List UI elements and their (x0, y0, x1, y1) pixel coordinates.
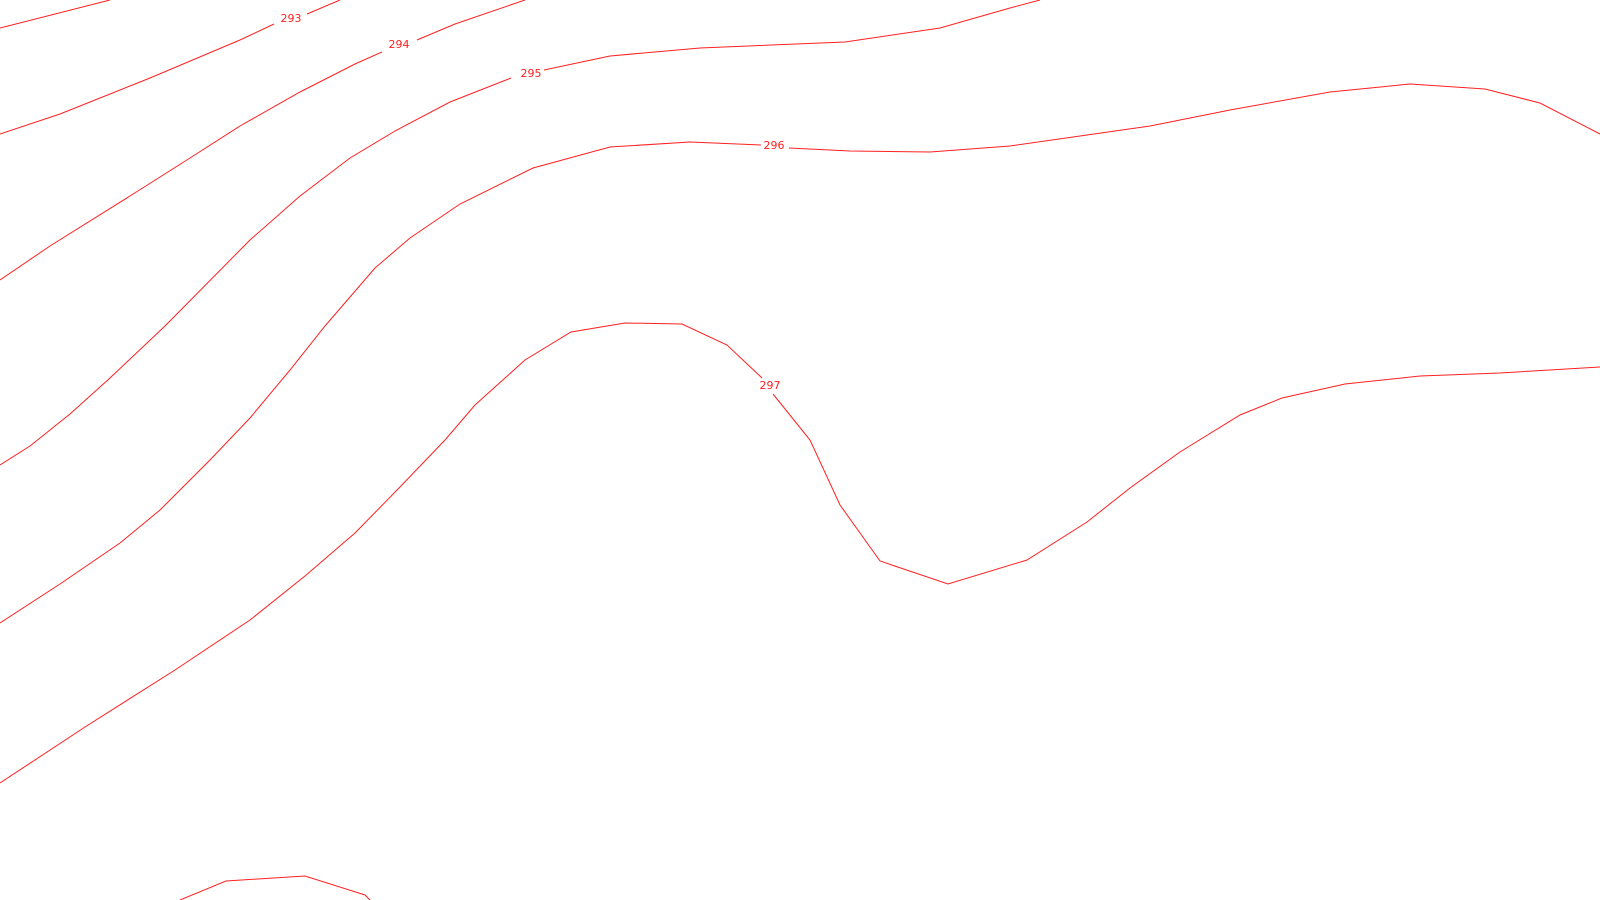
contour-line-295 (0, 0, 1041, 466)
contour-label-293: 293 (281, 12, 302, 25)
contour-line-bottom-fragment (179, 875, 371, 900)
contour-line-296 (0, 83, 1600, 624)
contour-line-297 (0, 322, 1600, 784)
contour-296: 296 (0, 83, 1600, 624)
contour-297: 297 (0, 322, 1600, 784)
contour-label-295: 295 (521, 67, 542, 80)
contour-fragment-bottom (179, 875, 371, 900)
contour-label-294: 294 (389, 38, 410, 51)
contour-line-293-segment (0, 0, 341, 135)
contour-295: 295 (0, 0, 1041, 466)
contour-line-294 (0, 0, 526, 281)
contour-line-293 (0, 0, 111, 29)
contour-293: 293 (0, 0, 341, 135)
contour-label-297: 297 (760, 379, 781, 392)
contour-label-296: 296 (764, 139, 785, 152)
contour-294: 294 (0, 0, 526, 281)
